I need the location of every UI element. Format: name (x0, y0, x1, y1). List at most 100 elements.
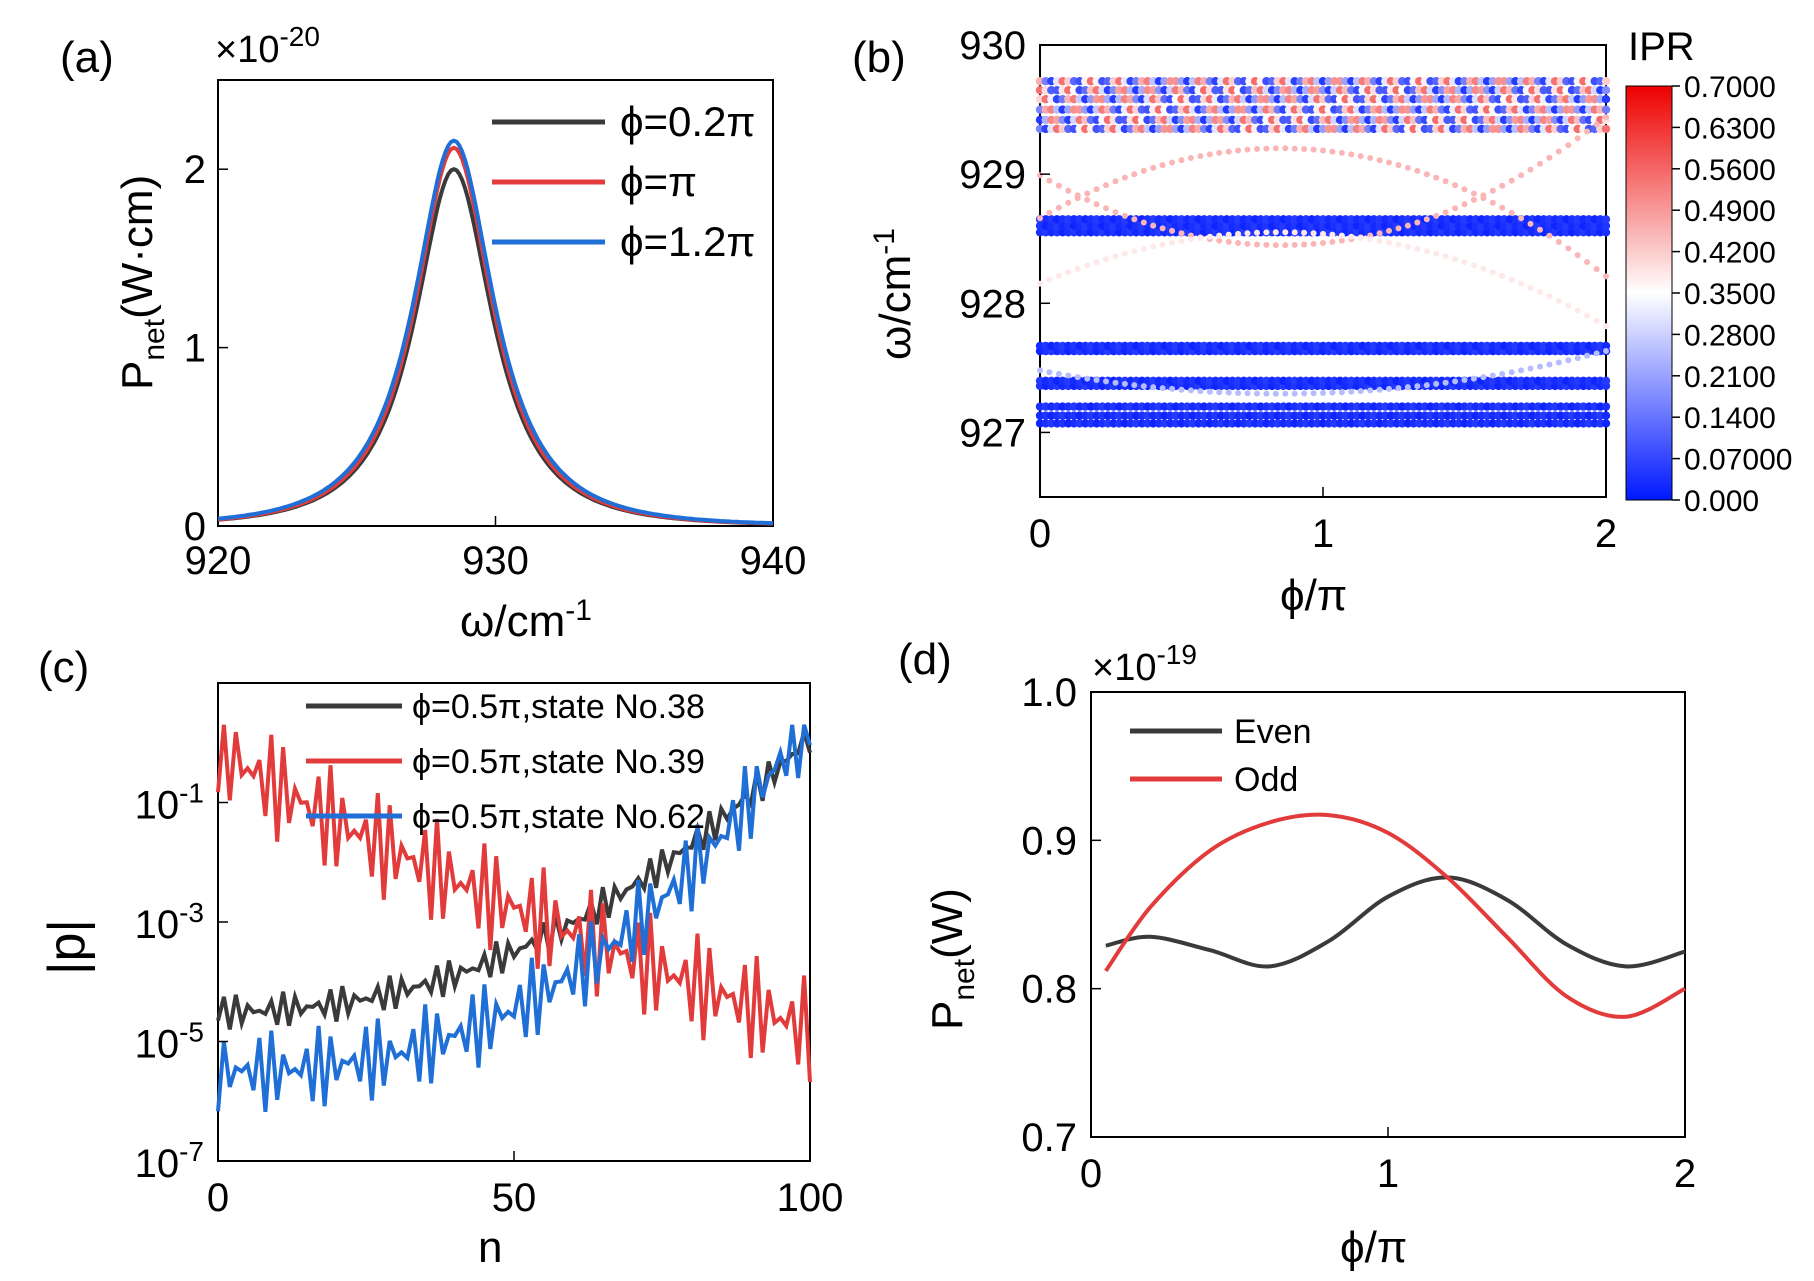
panel-b-edge-point (1291, 241, 1298, 248)
panel-b-edge-point (1603, 114, 1609, 121)
panel-b-edge-point (1093, 201, 1100, 208)
panel-b-edge-point (1254, 229, 1260, 236)
panel-b-edge-point (1329, 231, 1336, 238)
panel-d-ytick-label: 1.0 (1021, 671, 1077, 715)
panel-b-edge-point (1480, 195, 1487, 202)
panel-b-edge-point (1121, 174, 1128, 181)
panel-b-edge-point (1121, 212, 1128, 219)
panel-b-edge-point (1470, 196, 1477, 203)
panel-b-edge-point (1386, 239, 1392, 246)
panel-a-legend-label: ϕ=1.2π (620, 218, 755, 265)
panel-b-edge-point (1272, 242, 1279, 249)
panel-b-ytick-label: 930 (959, 24, 1026, 68)
panel-b-ylabel: ω/cm-1 (868, 228, 920, 360)
panel-b-edge-point (1452, 256, 1459, 263)
colorbar-tick-label: 0.6300 (1684, 112, 1776, 145)
panel-d-ticks: 0 1 2 0.7 0.8 0.9 1.0 (1021, 671, 1696, 1196)
panel-b-xtick-label: 2 (1595, 512, 1617, 556)
panel-b-point (1601, 341, 1611, 351)
panel-b-edge-point (1046, 276, 1053, 283)
panel-b-edge-point (1282, 242, 1289, 249)
panel-c-legend: ϕ=0.5π,state No.38 ϕ=0.5π,state No.39 ϕ=0.… (306, 688, 705, 836)
panel-b-edge-point (1103, 182, 1109, 189)
panel-b-edge-point (1206, 233, 1213, 240)
panel-b-edge-point (1206, 151, 1213, 158)
panel-b-edge-point (1310, 240, 1317, 247)
panel-b-edge-point (1470, 190, 1477, 197)
panel-b-edge-point (1244, 390, 1251, 397)
panel-b-edge-point (1442, 178, 1449, 185)
panel-d-legend: Even Odd (1130, 713, 1312, 799)
panel-a-series (217, 138, 774, 526)
panel-b-edge-point (1084, 196, 1091, 203)
panel-b-edge-point (1301, 390, 1308, 397)
panel-b-edge-point (1348, 233, 1355, 240)
panel-a-xtick-label: 930 (462, 539, 529, 583)
panel-b-edge-point (1574, 307, 1581, 314)
panel-a-xtick-label: 920 (185, 539, 252, 583)
panel-a-ytick-label: 1 (184, 327, 206, 371)
colorbar-tick-label: 0.000 (1684, 485, 1759, 518)
colorbar-tick-label: 0.7000 (1684, 71, 1776, 104)
panel-b-edge-point (1414, 383, 1421, 390)
panel-b-edge-point (1395, 241, 1402, 248)
panel-b-point (1601, 419, 1611, 428)
panel-b-edge-point (1320, 240, 1326, 246)
panel-b-edge-point (1140, 167, 1147, 174)
panel-b-points (1035, 77, 1611, 428)
panel-d-series-line (1104, 812, 1686, 1019)
panel-b-edge-point (1338, 149, 1345, 156)
panel-b-edge-point (1291, 390, 1298, 397)
panel-c-xlabel: n (478, 1223, 502, 1272)
panel-a-ticks: 920 930 940 0 1 2 (184, 148, 807, 583)
panel-b-edge-point (1150, 243, 1157, 250)
panel-b-edge-point (1140, 219, 1147, 226)
panel-b-edge-point (1055, 182, 1062, 189)
panel-b-edge-point (1527, 284, 1534, 291)
panel-b-edge-point (1546, 361, 1553, 368)
colorbar-tick-label: 0.2800 (1684, 319, 1776, 352)
panel-a-ylabel: Pnet(W·cm) (113, 175, 171, 390)
panel-b-point (1601, 376, 1611, 385)
panel-b-edge-point (1235, 240, 1242, 246)
panel-b-edge-point (1367, 236, 1374, 243)
panel-b-edge-point (1357, 388, 1364, 395)
panel-b-edge-point (1508, 369, 1515, 376)
panel-b-edge-point (1037, 367, 1043, 374)
panel-c-ytick-label: 10-5 (135, 1017, 204, 1067)
panel-b-edge-point (1527, 365, 1534, 372)
panel-b-edge-point (1461, 201, 1468, 208)
panel-b-xlabel: ϕ/π (1280, 571, 1347, 620)
panel-b-point (1601, 95, 1611, 104)
panel-a-label: (a) (60, 33, 114, 82)
panel-d-series-line (1105, 875, 1686, 969)
panel-d-xtick-label: 1 (1377, 1152, 1399, 1196)
panel-b-edge-point (1084, 190, 1091, 197)
panel-c-xtick-label: 50 (492, 1176, 537, 1220)
panel-b-edge-point (1452, 182, 1459, 189)
panel-b-edge-point (1518, 172, 1525, 179)
panel-b-edge-point (1093, 377, 1100, 383)
panel-b-edge-point (1310, 230, 1317, 237)
panel-b-edge-point (1235, 230, 1242, 237)
panel-c-legend-label: ϕ=0.5π,state No.62 (412, 798, 705, 836)
panel-c-series (216, 724, 812, 1113)
panel-b-edge-point (1320, 390, 1326, 396)
panel-b-edge-point (1537, 226, 1543, 233)
panel-d-xtick-label: 2 (1674, 1152, 1696, 1196)
panel-b-edge-point (1093, 186, 1100, 193)
panel-b-edge-point (1555, 297, 1562, 304)
panel-b-edge-point (1546, 154, 1553, 161)
panel-b-edge-point (1376, 386, 1383, 393)
panel-b-edge-point (1131, 248, 1138, 255)
panel-b-edge-point (1103, 205, 1109, 212)
panel-b-edge-point (1065, 269, 1072, 276)
panel-d-xtick-label: 0 (1080, 1152, 1102, 1196)
panel-b-edge-point (1603, 348, 1609, 354)
panel-b-ytick-label: 928 (959, 282, 1026, 326)
panel-b-edge-point (1046, 369, 1053, 376)
panel-b-point (1601, 215, 1611, 224)
panel-b-edge-point (1593, 121, 1600, 128)
panel-b-edge-point (1037, 280, 1043, 287)
panel-a-scale: ×10-20 (215, 21, 320, 71)
